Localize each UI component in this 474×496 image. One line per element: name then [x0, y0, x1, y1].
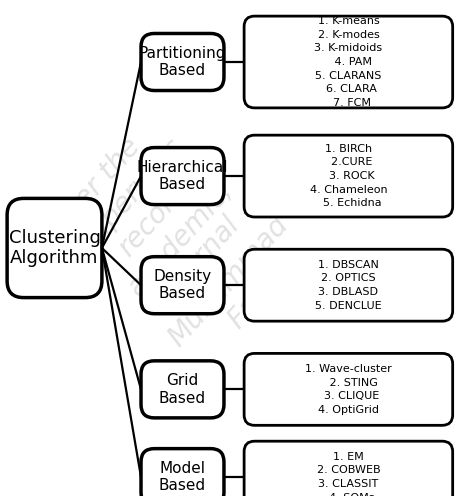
Text: er the
supervisic
record,
academic,
Journal
Muhammad
Faiq: er the supervisic record, academic, Jour… — [42, 102, 318, 374]
FancyBboxPatch shape — [141, 361, 224, 418]
FancyBboxPatch shape — [7, 198, 102, 298]
Text: 1. DBSCAN
2. OPTICS
3. DBLASD
5. DENCLUE: 1. DBSCAN 2. OPTICS 3. DBLASD 5. DENCLUE — [315, 260, 382, 310]
Text: Clustering
Algorithm: Clustering Algorithm — [9, 229, 100, 267]
FancyBboxPatch shape — [244, 353, 453, 425]
FancyBboxPatch shape — [141, 448, 224, 496]
FancyBboxPatch shape — [141, 257, 224, 314]
FancyBboxPatch shape — [141, 147, 224, 204]
FancyBboxPatch shape — [244, 441, 453, 496]
FancyBboxPatch shape — [141, 33, 224, 90]
Text: Model
Based: Model Based — [159, 461, 206, 494]
FancyBboxPatch shape — [244, 16, 453, 108]
Text: Hierarchical
Based: Hierarchical Based — [137, 160, 228, 192]
Text: 1. Wave-cluster
   2. STING
  3. CLIQUE
4. OptiGrid: 1. Wave-cluster 2. STING 3. CLIQUE 4. Op… — [305, 364, 392, 415]
Text: 1. BIRCh
  2.CURE
  3. ROCK
4. Chameleon
  5. Echidna: 1. BIRCh 2.CURE 3. ROCK 4. Chameleon 5. … — [310, 144, 387, 208]
Text: Partitioning
Based: Partitioning Based — [139, 46, 226, 78]
Text: 1. K-means
2. K-modes
3. K-midoids
   4. PAM
5. CLARANS
  6. CLARA
  7. FCM: 1. K-means 2. K-modes 3. K-midoids 4. PA… — [314, 16, 383, 108]
FancyBboxPatch shape — [244, 135, 453, 217]
Text: Grid
Based: Grid Based — [159, 373, 206, 406]
Text: 1. EM
2. COBWEB
3. CLASSIT
  4. SOMs: 1. EM 2. COBWEB 3. CLASSIT 4. SOMs — [317, 452, 380, 496]
FancyBboxPatch shape — [244, 249, 453, 321]
Text: Density
Based: Density Based — [154, 269, 211, 302]
